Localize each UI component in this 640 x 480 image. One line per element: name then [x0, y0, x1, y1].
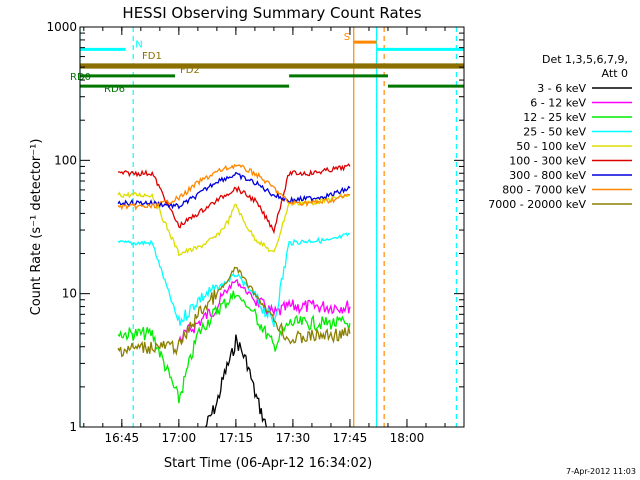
legend-label-3: 25 - 50 keV	[523, 126, 586, 139]
legend-label-7: 800 - 7000 keV	[502, 184, 586, 197]
x-tick-label-2: 17:15	[219, 431, 254, 445]
y-tick-label-0: 1	[69, 420, 77, 434]
timestamp: 7-Apr-2012 11:03	[566, 467, 636, 476]
axis-ticks: 16:45 17:00 17:15 17:30 17:45 18:00 1 10 100 1000	[46, 20, 465, 445]
x-tick-label-0: 16:45	[105, 431, 140, 445]
series-line-8	[117, 266, 351, 358]
legend-subtitle: Att 0	[602, 67, 628, 80]
series-line-0	[204, 334, 267, 428]
flag-label-0: N	[135, 39, 142, 50]
flag-label-4: RD6	[104, 84, 125, 95]
legend-label-0: 3 - 6 keV	[537, 82, 586, 95]
y-tick-label-3: 1000	[46, 20, 77, 34]
plot-frame	[79, 26, 465, 428]
x-tick-label-4: 17:45	[333, 431, 368, 445]
series-line-5	[117, 163, 351, 235]
legend-label-8: 7000 - 20000 keV	[488, 198, 586, 211]
legend-label-6: 300 - 800 keV	[509, 169, 586, 182]
x-axis-label: Start Time (06-Apr-12 16:34:02)	[164, 456, 372, 471]
x-tick-label-3: 17:30	[276, 431, 311, 445]
legend-label-2: 12 - 25 keV	[523, 111, 586, 124]
flag-label-3: RD0	[70, 72, 91, 83]
series-line-7	[117, 163, 351, 211]
x-tick-label-1: 17:00	[162, 431, 197, 445]
legend-label-5: 100 - 300 keV	[509, 155, 586, 168]
series-lines	[117, 163, 351, 428]
flag-label-1: FD1	[142, 51, 162, 62]
series-line-3	[117, 232, 351, 328]
flag-label-5: S	[344, 32, 350, 43]
y-tick-label-1: 10	[62, 287, 77, 301]
legend-title: Det 1,3,5,6,7,9,	[542, 53, 628, 66]
chart-title: HESSI Observing Summary Count Rates	[122, 4, 421, 22]
x-tick-label-5: 18:00	[390, 431, 425, 445]
series-line-1	[178, 278, 351, 343]
flag-label-2: FD2	[180, 65, 200, 76]
y-tick-label-2: 100	[54, 153, 77, 167]
legend-label-1: 6 - 12 keV	[530, 97, 586, 110]
legend-label-4: 50 - 100 keV	[516, 140, 586, 153]
series-line-2	[117, 290, 351, 404]
y-axis-label: Count Rate (s⁻¹ detector⁻¹)	[29, 139, 44, 316]
